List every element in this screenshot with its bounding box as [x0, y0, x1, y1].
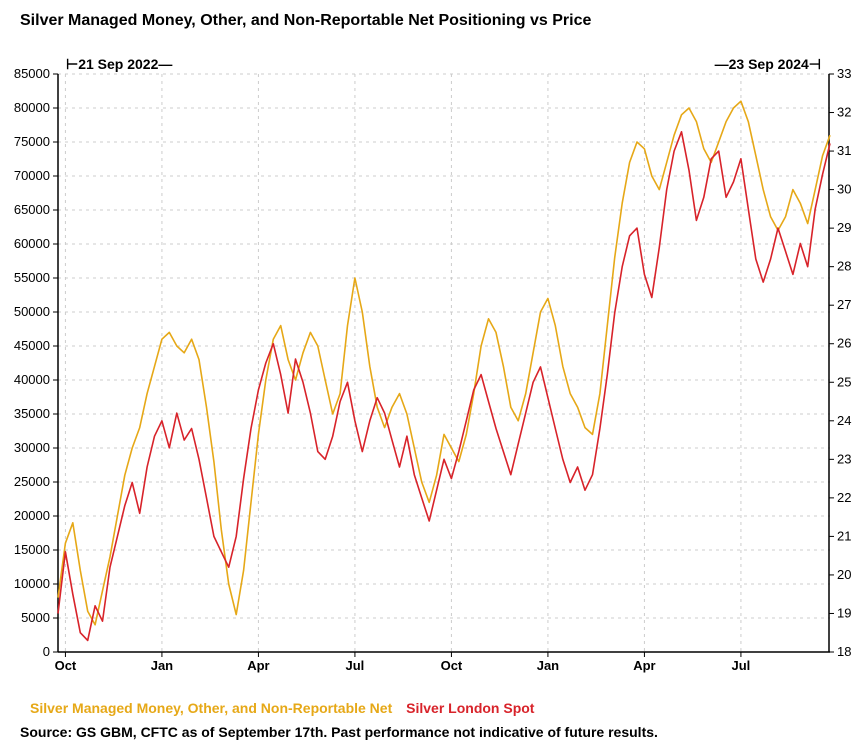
svg-text:0: 0 — [43, 644, 50, 659]
svg-text:Apr: Apr — [247, 658, 269, 673]
svg-text:65000: 65000 — [14, 202, 50, 217]
svg-text:25: 25 — [837, 374, 851, 389]
svg-text:5000: 5000 — [21, 610, 50, 625]
legend-item-positioning: Silver Managed Money, Other, and Non-Rep… — [30, 700, 392, 716]
legend-item-price: Silver London Spot — [406, 700, 534, 716]
svg-text:75000: 75000 — [14, 134, 50, 149]
svg-text:23: 23 — [837, 451, 851, 466]
svg-text:26: 26 — [837, 336, 851, 351]
chart-container: { "title": "Silver Managed Money, Other,… — [0, 0, 865, 754]
svg-text:40000: 40000 — [14, 372, 50, 387]
svg-text:60000: 60000 — [14, 236, 50, 251]
svg-text:25000: 25000 — [14, 474, 50, 489]
svg-text:10000: 10000 — [14, 576, 50, 591]
chart-svg: 0500010000150002000025000300003500040000… — [58, 74, 830, 674]
svg-text:30000: 30000 — [14, 440, 50, 455]
svg-text:Jul: Jul — [346, 658, 365, 673]
date-end-label: —23 Sep 2024⊣ — [715, 56, 821, 73]
svg-text:35000: 35000 — [14, 406, 50, 421]
svg-text:27: 27 — [837, 297, 851, 312]
svg-text:33: 33 — [837, 66, 851, 81]
svg-text:24: 24 — [837, 413, 851, 428]
svg-text:22: 22 — [837, 490, 851, 505]
svg-text:29: 29 — [837, 220, 851, 235]
svg-text:Jan: Jan — [537, 658, 559, 673]
svg-text:21: 21 — [837, 528, 851, 543]
svg-text:Oct: Oct — [441, 658, 463, 673]
svg-text:18: 18 — [837, 644, 851, 659]
source-text: Source: GS GBM, CFTC as of September 17t… — [20, 724, 658, 740]
date-start-label: ⊢21 Sep 2022— — [66, 56, 172, 73]
chart-title: Silver Managed Money, Other, and Non-Rep… — [20, 12, 591, 30]
svg-text:28: 28 — [837, 259, 851, 274]
svg-text:32: 32 — [837, 105, 851, 120]
svg-text:80000: 80000 — [14, 100, 50, 115]
svg-text:70000: 70000 — [14, 168, 50, 183]
chart-plot: 0500010000150002000025000300003500040000… — [58, 74, 830, 674]
svg-text:55000: 55000 — [14, 270, 50, 285]
svg-text:Apr: Apr — [633, 658, 655, 673]
svg-text:20: 20 — [837, 567, 851, 582]
svg-text:50000: 50000 — [14, 304, 50, 319]
svg-text:15000: 15000 — [14, 542, 50, 557]
legend: Silver Managed Money, Other, and Non-Rep… — [30, 700, 544, 716]
svg-text:20000: 20000 — [14, 508, 50, 523]
svg-text:Oct: Oct — [55, 658, 77, 673]
svg-text:45000: 45000 — [14, 338, 50, 353]
svg-text:Jan: Jan — [151, 658, 173, 673]
svg-text:19: 19 — [837, 605, 851, 620]
svg-text:30: 30 — [837, 182, 851, 197]
svg-text:31: 31 — [837, 143, 851, 158]
svg-text:85000: 85000 — [14, 66, 50, 81]
svg-text:Jul: Jul — [732, 658, 751, 673]
